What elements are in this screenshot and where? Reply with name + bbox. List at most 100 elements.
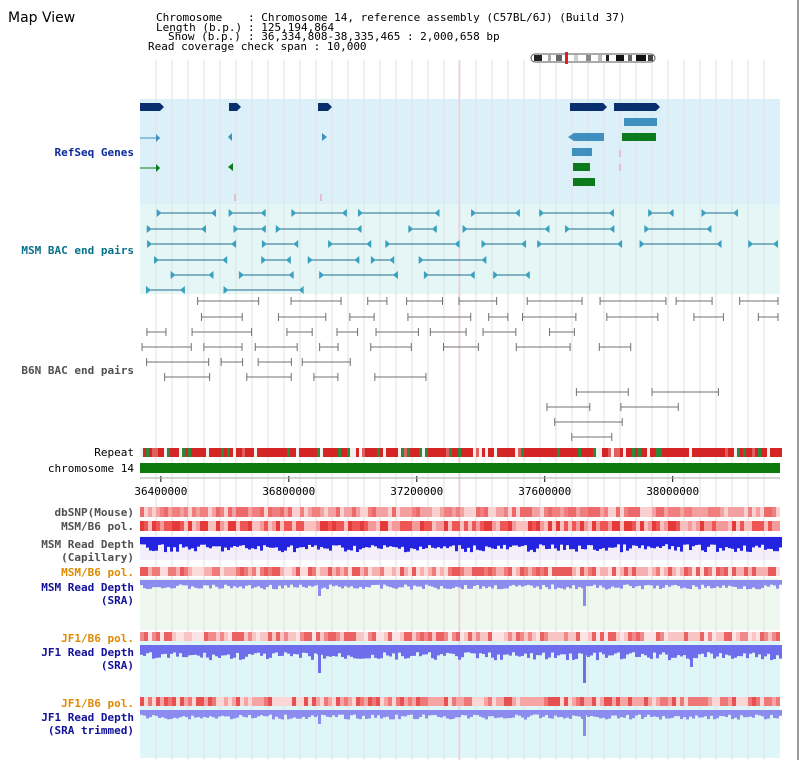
msm-pair-end bbox=[200, 225, 206, 233]
jf1-b6-pol-band-2-cell bbox=[184, 697, 188, 706]
jf1-depth-trimmed-bar bbox=[749, 710, 752, 717]
jf1-depth-trimmed-bar bbox=[581, 710, 584, 720]
repeat-segment bbox=[278, 448, 281, 457]
msm-depth-sra-bar bbox=[200, 580, 203, 589]
msm-depth-capillary-bar bbox=[701, 537, 704, 551]
msm-pair-end bbox=[145, 286, 151, 294]
repeat-segment bbox=[545, 448, 548, 457]
jf1-depth-sra-bar bbox=[422, 645, 425, 655]
jf1-depth-trimmed-bar bbox=[170, 710, 173, 719]
jf1-b6-pol-band-cell bbox=[252, 632, 256, 641]
jf1-b6-pol-band-2-cell bbox=[584, 697, 588, 706]
msm-depth-sra-bar bbox=[614, 580, 617, 588]
jf1-b6-pol-band-2-cell bbox=[720, 697, 724, 706]
repeat-segment bbox=[752, 448, 755, 457]
dbsnp-band-cell bbox=[664, 507, 668, 517]
msm-depth-sra-bar bbox=[404, 580, 407, 585]
dbsnp-band-cell bbox=[216, 507, 220, 517]
jf1-b6-pol-band-cell bbox=[196, 632, 200, 641]
jf1-depth-trimmed-bar bbox=[512, 710, 515, 718]
msm-b6-pol-band-cell bbox=[760, 521, 764, 531]
msm-depth-sra-bar bbox=[665, 580, 668, 585]
label-jf1-depth-trimmed-sub: (SRA trimmed) bbox=[47, 724, 134, 737]
msm-depth-sra-bar bbox=[428, 580, 431, 586]
jf1-b6-pol-band-2-cell bbox=[220, 697, 224, 706]
jf1-depth-trimmed-bar bbox=[572, 710, 575, 716]
jf1-depth-sra-bar bbox=[278, 645, 281, 656]
repeat-segment bbox=[284, 448, 287, 457]
repeat-segment bbox=[533, 448, 536, 457]
msm-b6-pol-band-2-cell bbox=[228, 567, 232, 576]
jf1-b6-pol-band-2-cell bbox=[504, 697, 508, 706]
repeat-segment bbox=[149, 448, 152, 457]
jf1-b6-pol-band-cell bbox=[256, 632, 260, 641]
dbsnp-band-cell bbox=[732, 507, 736, 517]
msm-depth-capillary-bar bbox=[464, 537, 467, 552]
msm-depth-sra-bar bbox=[185, 580, 188, 586]
jf1-b6-pol-band-2-cell bbox=[200, 697, 204, 706]
jf1-b6-pol-band-cell bbox=[380, 632, 384, 641]
jf1-depth-sra-bar bbox=[461, 645, 464, 658]
msm-depth-sra-bar bbox=[692, 580, 695, 586]
jf1-depth-trimmed-bar bbox=[263, 710, 266, 717]
jf1-b6-pol-band-cell bbox=[400, 632, 404, 641]
msm-b6-pol-band-cell bbox=[492, 521, 496, 531]
msm-depth-capillary-bar bbox=[158, 537, 161, 545]
gene-block bbox=[573, 178, 595, 186]
gene-block-arrow bbox=[603, 103, 607, 111]
msm-depth-capillary-bar bbox=[284, 537, 287, 551]
dbsnp-band-cell bbox=[556, 507, 560, 517]
msm-depth-sra-bar bbox=[656, 580, 659, 586]
jf1-depth-sra-bar bbox=[419, 645, 422, 657]
msm-b6-pol-band-cell bbox=[148, 521, 152, 531]
msm-pair-end bbox=[644, 225, 650, 233]
jf1-b6-pol-band-2-cell bbox=[420, 697, 424, 706]
jf1-depth-trimmed-bar bbox=[773, 710, 776, 719]
msm-depth-capillary-bar bbox=[389, 537, 392, 547]
msm-b6-pol-band-2-cell bbox=[428, 567, 432, 576]
jf1-depth-trimmed-bar bbox=[218, 710, 221, 717]
msm-b6-pol-band-cell bbox=[772, 521, 776, 531]
jf1-b6-pol-band-cell bbox=[228, 632, 232, 641]
dbsnp-band-cell bbox=[624, 507, 628, 517]
dbsnp-band-cell bbox=[332, 507, 336, 517]
jf1-depth-sra-bar bbox=[707, 645, 710, 653]
msm-b6-pol-band-cell bbox=[704, 521, 708, 531]
msm-depth-capillary-bar bbox=[371, 537, 374, 546]
jf1-depth-sra-spike bbox=[318, 645, 321, 673]
jf1-depth-sra-bar bbox=[626, 645, 629, 655]
msm-b6-pol-band-2-cell bbox=[200, 567, 204, 576]
jf1-depth-trimmed-bar bbox=[500, 710, 503, 718]
repeat-segment bbox=[515, 448, 518, 457]
jf1-b6-pol-band-2-cell bbox=[332, 697, 336, 706]
msm-depth-capillary-bar bbox=[569, 537, 572, 550]
msm-depth-capillary-bar bbox=[182, 537, 185, 548]
msm-b6-pol-band-2-cell bbox=[168, 567, 172, 576]
jf1-depth-trimmed-bar bbox=[614, 710, 617, 716]
jf1-depth-trimmed-bar bbox=[536, 710, 539, 715]
msm-depth-sra-bar bbox=[725, 580, 728, 588]
repeat-segment bbox=[179, 448, 182, 457]
jf1-depth-sra-bar bbox=[512, 645, 515, 653]
jf1-depth-sra-bar bbox=[701, 645, 704, 654]
msm-depth-sra-bar bbox=[395, 580, 398, 589]
msm-depth-sra-bar bbox=[299, 580, 302, 585]
msm-depth-capillary-bar bbox=[746, 537, 749, 552]
msm-b6-pol-band-cell bbox=[408, 521, 412, 531]
jf1-b6-pol-band-2-cell bbox=[232, 697, 236, 706]
jf1-b6-pol-band-2-cell bbox=[140, 697, 144, 706]
msm-depth-sra-bar bbox=[482, 580, 485, 587]
jf1-depth-sra-bar bbox=[653, 645, 656, 653]
msm-depth-sra-bar bbox=[347, 580, 350, 588]
jf1-depth-trimmed-bar bbox=[278, 710, 281, 719]
msm-depth-sra-bar bbox=[458, 580, 461, 588]
msm-depth-capillary-bar bbox=[761, 537, 764, 545]
jf1-depth-trimmed-bar bbox=[299, 710, 302, 719]
msm-b6-pol-band-cell bbox=[376, 521, 380, 531]
jf1-depth-sra-bar bbox=[635, 645, 638, 657]
jf1-depth-trimmed-bar bbox=[515, 710, 518, 715]
jf1-b6-pol-band-2-cell bbox=[732, 697, 736, 706]
msm-depth-capillary-bar bbox=[587, 537, 590, 546]
msm-b6-pol-band-cell bbox=[596, 521, 600, 531]
